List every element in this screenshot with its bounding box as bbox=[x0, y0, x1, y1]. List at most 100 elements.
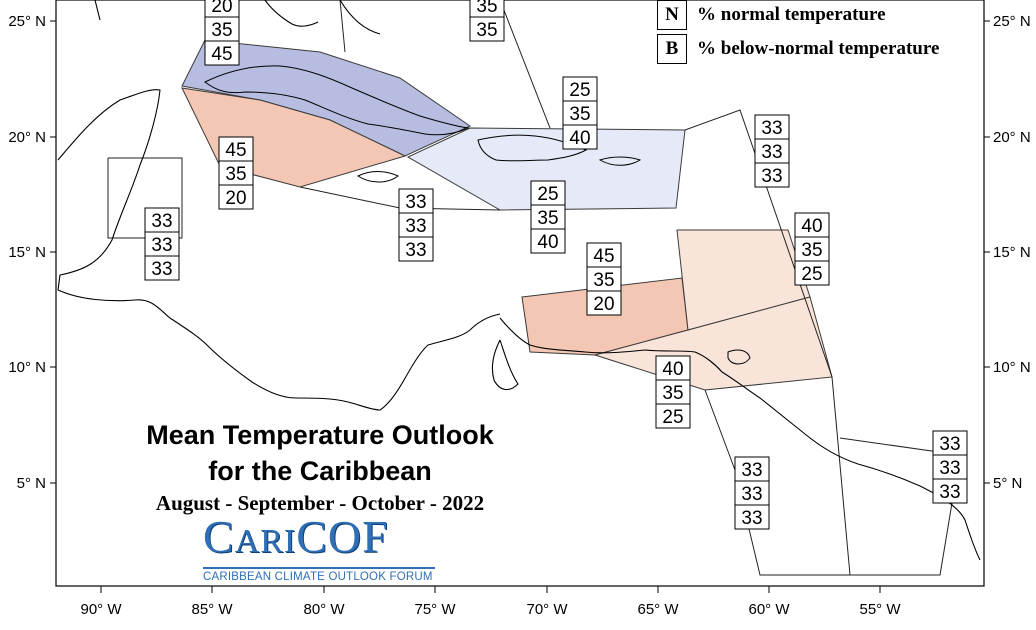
prob-value: 20 bbox=[225, 188, 246, 209]
prob-cell bbox=[932, 430, 968, 456]
longitude-labels: 90° W 85° W 80° W 75° W 70° W 65° W 60° W 55° W bbox=[80, 601, 901, 618]
prob-cell bbox=[754, 138, 790, 164]
prob-cell bbox=[530, 228, 566, 254]
prob-value: 33 bbox=[939, 434, 960, 455]
legend-key-below: B bbox=[657, 34, 687, 64]
prob-cell bbox=[469, 16, 505, 42]
boundary-bahamas bbox=[339, 0, 346, 53]
island-puerto-rico bbox=[598, 156, 642, 166]
prob-cell bbox=[398, 188, 434, 214]
coastline-central-america bbox=[57, 89, 501, 411]
prob-value: 45 bbox=[593, 246, 614, 267]
prob-box: 33 33 33 bbox=[754, 114, 790, 188]
prob-cell bbox=[144, 231, 180, 257]
lat-label-left: 5° N bbox=[17, 475, 46, 492]
island-trinidad bbox=[727, 349, 751, 365]
caricof-logo: CARICOF CARIBBEAN CLIMATE OUTLOOK FORUM bbox=[203, 514, 435, 583]
lon-label: 75° W bbox=[414, 601, 456, 618]
prob-box: 40 35 25 bbox=[794, 212, 830, 286]
prob-cell bbox=[586, 266, 622, 292]
legend-text-normal: % normal temperature bbox=[697, 4, 886, 25]
prob-value: 33 bbox=[151, 235, 172, 256]
map-title-line-1: Mean Temperature Outlook bbox=[146, 420, 494, 450]
map-title-line-2: for the Caribbean bbox=[208, 456, 432, 486]
prob-value: 35 bbox=[569, 104, 590, 125]
prob-box: 33 33 33 bbox=[398, 188, 434, 262]
prob-cell bbox=[734, 504, 770, 530]
prob-value: 33 bbox=[939, 458, 960, 479]
latitude-labels-right: 25° N 20° N 15° N 10° N 5° N bbox=[993, 13, 1031, 492]
axis-ticks bbox=[50, 20, 990, 593]
prob-value: 25 bbox=[569, 80, 590, 101]
logo-tagline: CARIBBEAN CLIMATE OUTLOOK FORUM bbox=[203, 571, 433, 583]
prob-cell bbox=[398, 212, 434, 238]
prob-value: 25 bbox=[662, 407, 683, 428]
coastline-north-america bbox=[94, 0, 381, 35]
prob-value: 35 bbox=[476, 0, 497, 17]
coastline-south-america bbox=[499, 317, 981, 561]
lat-label-right: 25° N bbox=[993, 13, 1031, 30]
lon-label: 85° W bbox=[191, 601, 233, 618]
prob-value: 45 bbox=[211, 44, 232, 65]
logo-name-small: ARI bbox=[234, 523, 297, 560]
prob-value: 35 bbox=[593, 270, 614, 291]
prob-cell bbox=[655, 355, 691, 381]
lat-label-right: 5° N bbox=[993, 475, 1022, 492]
lat-label-right: 20° N bbox=[993, 129, 1031, 146]
prob-box: 33 33 33 bbox=[734, 456, 770, 530]
prob-value: 25 bbox=[537, 184, 558, 205]
prob-cell bbox=[530, 204, 566, 230]
lon-label: 55° W bbox=[859, 601, 901, 618]
boundary-leeward bbox=[684, 109, 833, 378]
prob-value: 40 bbox=[569, 128, 590, 149]
prob-value: 33 bbox=[939, 482, 960, 503]
lat-label-left: 15° N bbox=[8, 244, 46, 261]
prob-value: 35 bbox=[662, 383, 683, 404]
prob-cell bbox=[562, 124, 598, 150]
prob-value: 35 bbox=[225, 164, 246, 185]
prob-cell bbox=[734, 480, 770, 506]
prob-cell bbox=[932, 454, 968, 480]
prob-cell bbox=[794, 260, 830, 286]
logo-wordmark: CARICOF bbox=[203, 514, 435, 565]
prob-cell bbox=[562, 76, 598, 102]
prob-cell bbox=[218, 184, 254, 210]
prob-box: 33 33 33 bbox=[932, 430, 968, 504]
boundary-lines bbox=[499, 0, 551, 129]
prob-cell bbox=[398, 236, 434, 262]
prob-value: 35 bbox=[801, 240, 822, 261]
lat-label-left: 10° N bbox=[8, 359, 46, 376]
lon-label: 60° W bbox=[748, 601, 790, 618]
logo-name-prefix: C bbox=[203, 511, 235, 562]
legend-text-below: % below-normal temperature bbox=[697, 38, 940, 59]
prob-value: 35 bbox=[476, 20, 497, 41]
lon-label: 80° W bbox=[303, 601, 345, 618]
prob-value: 33 bbox=[761, 142, 782, 163]
prob-cell bbox=[734, 456, 770, 482]
prob-cell bbox=[655, 379, 691, 405]
prob-value: 25 bbox=[801, 264, 822, 285]
prob-cell bbox=[932, 478, 968, 504]
lon-label: 65° W bbox=[637, 601, 679, 618]
prob-value: 35 bbox=[211, 20, 232, 41]
prob-value: 20 bbox=[593, 294, 614, 315]
island-cuba bbox=[204, 65, 470, 136]
lat-label-left: 25° N bbox=[8, 13, 46, 30]
prob-cell bbox=[204, 40, 240, 66]
prob-cell bbox=[655, 403, 691, 429]
logo-name-suffix: COF bbox=[296, 511, 389, 562]
prob-value: 33 bbox=[405, 216, 426, 237]
latitude-labels-left: 25° N 20° N 15° N 10° N 5° N bbox=[8, 13, 46, 492]
lon-label: 70° W bbox=[526, 601, 568, 618]
prob-cell bbox=[754, 162, 790, 188]
prob-value: 33 bbox=[405, 240, 426, 261]
prob-value: 33 bbox=[761, 118, 782, 139]
lon-label: 90° W bbox=[80, 601, 122, 618]
prob-value: 40 bbox=[662, 359, 683, 380]
map-subtitle: August - September - October - 2022 bbox=[155, 491, 485, 515]
lat-label-left: 20° N bbox=[8, 129, 46, 146]
prob-value: 33 bbox=[761, 166, 782, 187]
